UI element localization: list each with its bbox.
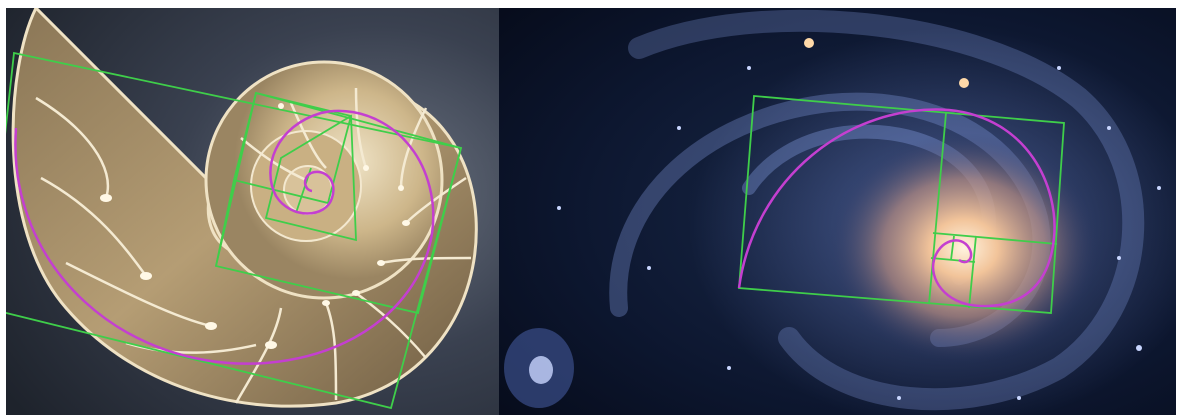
golden-spiral-shell	[14, 109, 435, 365]
golden-rectangles-galaxy	[738, 95, 1065, 314]
septa-highlights	[100, 103, 410, 349]
galaxy-photo	[499, 8, 1176, 415]
nautilus-illustration	[6, 8, 499, 415]
galaxy-illustration	[499, 8, 1176, 415]
golden-spiral-galaxy	[737, 108, 1056, 308]
nautilus-photo	[6, 8, 499, 415]
nautilus-septa	[35, 87, 472, 404]
galaxy-core	[829, 133, 1099, 363]
galaxy-stars	[557, 38, 1161, 400]
